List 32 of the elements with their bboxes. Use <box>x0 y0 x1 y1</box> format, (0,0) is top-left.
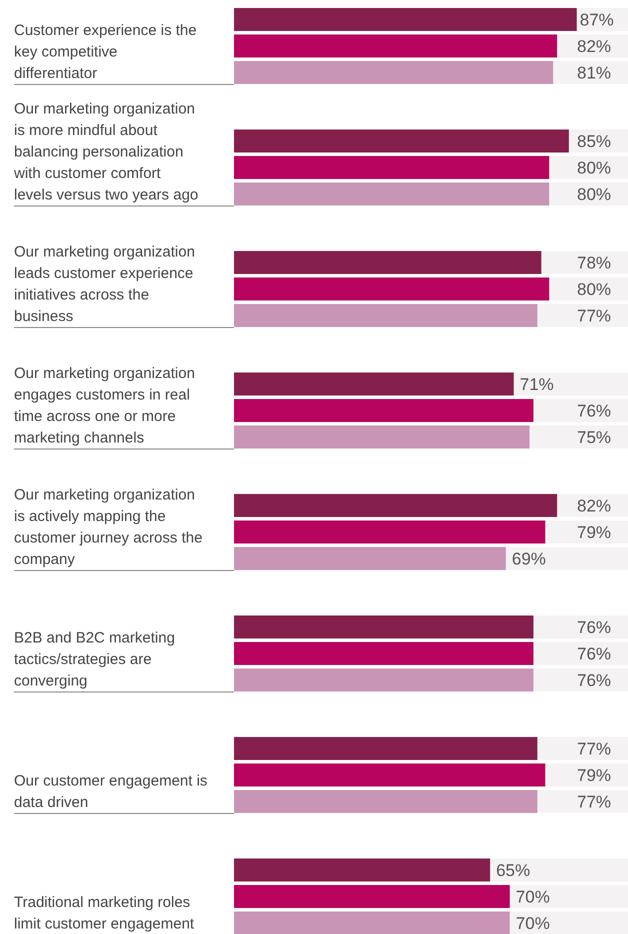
data-label: 80% <box>577 158 612 178</box>
y-tick-label: Customer experience is the key competitive differentiator <box>14 22 197 82</box>
data-label: 82% <box>577 496 612 516</box>
data-label: 75% <box>577 428 612 447</box>
data-label: 77% <box>577 739 612 758</box>
y-tick-label: B2B and B2C marketing tactics/strategies are converging <box>14 630 175 690</box>
y-tick-label: Our marketing organization is more mindful about balancing personalization with customer comfort levels versus two years ago <box>13 100 198 204</box>
data-label: 82% <box>577 36 612 56</box>
data-label: 79% <box>577 766 612 785</box>
y-tick-label: Our marketing organization engages customers in real time across one or more marketing channels <box>14 365 195 446</box>
y-tick-label: Our customer engagement is data driven <box>14 772 208 811</box>
data-label: 87% <box>580 10 614 30</box>
y-tick-label: Our marketing organization leads customer experience initiatives across the business <box>14 244 195 325</box>
data-label: 81% <box>577 63 612 82</box>
data-label: 85% <box>577 132 612 151</box>
y-tick-label: Traditional marketing roles limit customer engagement <box>14 894 195 932</box>
data-label: 80% <box>577 184 612 204</box>
data-label: 78% <box>577 253 612 272</box>
data-label: 69% <box>512 549 546 568</box>
data-label: 76% <box>577 644 612 664</box>
data-label: 65% <box>496 860 530 880</box>
data-label: 76% <box>577 618 612 637</box>
data-label: 77% <box>577 792 612 812</box>
data-label: 79% <box>577 522 612 542</box>
data-label: 70% <box>516 887 550 906</box>
data-label: 70% <box>516 914 550 933</box>
data-label: 80% <box>577 280 612 299</box>
data-label: 76% <box>577 670 612 690</box>
y-tick-label: Our marketing organization is actively mapping the customer journey across the company <box>14 486 202 568</box>
data-label: 71% <box>520 374 554 394</box>
data-label: 77% <box>577 306 612 326</box>
data-label: 76% <box>577 401 612 420</box>
